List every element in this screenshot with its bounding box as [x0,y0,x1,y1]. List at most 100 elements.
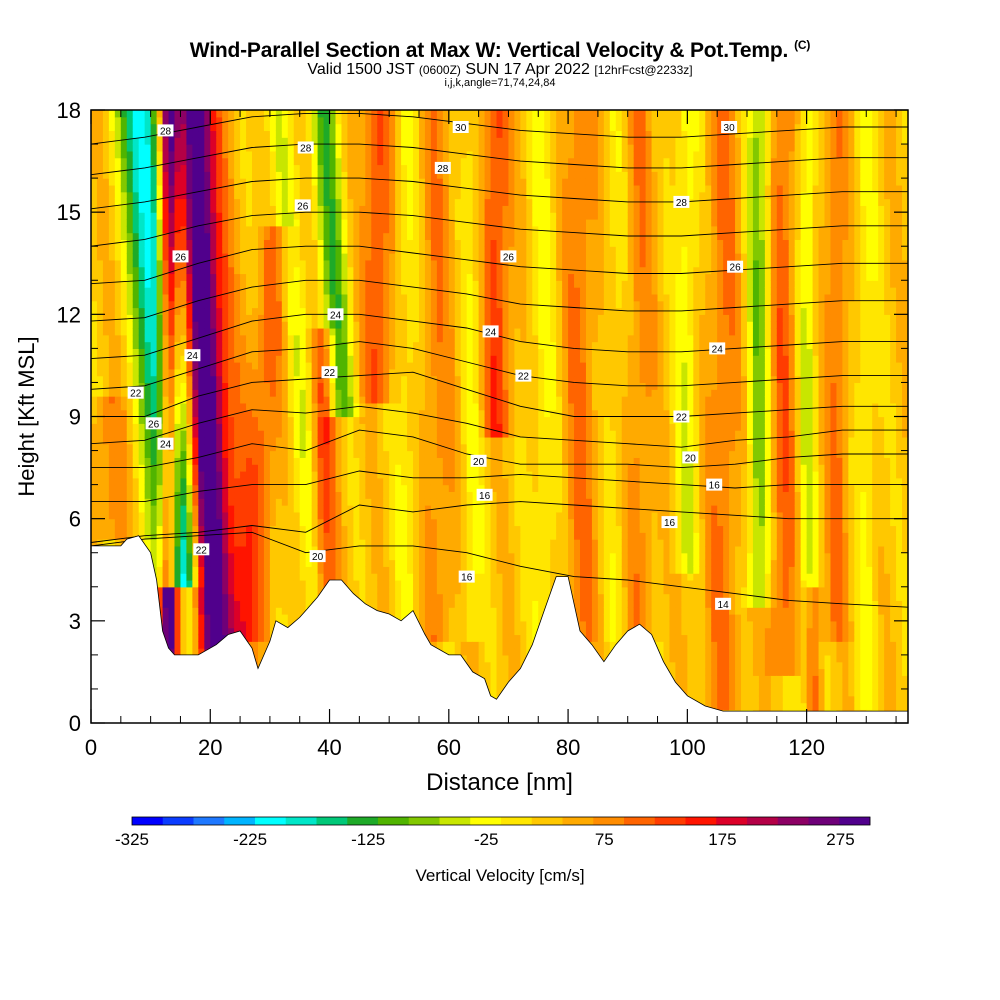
velocity-cell [257,171,265,179]
velocity-cell [365,416,372,424]
velocity-cell [144,382,152,390]
velocity-cell [401,184,408,193]
velocity-cell [192,450,199,458]
velocity-cell [120,355,128,363]
velocity-cell [371,266,378,275]
velocity-cell [186,239,193,247]
velocity-cell [335,552,343,561]
velocity-cell [234,171,241,179]
velocity-cell [174,423,182,431]
velocity-cell [293,498,301,506]
velocity-cell [383,259,390,268]
velocity-cell [120,259,128,268]
velocity-cell [144,327,152,336]
velocity-cell [281,559,289,567]
velocity-cell [341,253,349,261]
velocity-cell [389,321,396,329]
velocity-cell [246,130,253,138]
velocity-cell [287,402,295,411]
velocity-cell [138,130,146,138]
velocity-cell [240,470,247,479]
velocity-cell [150,430,158,438]
velocity-cell [108,396,116,404]
velocity-cell [204,232,211,241]
velocity-cell [192,593,199,601]
velocity-cell [108,110,116,118]
velocity-cell [305,218,313,227]
velocity-cell [281,552,289,561]
velocity-cell [335,246,343,254]
velocity-cell [204,246,211,254]
velocity-cell [240,484,247,493]
velocity-cell [144,178,152,186]
velocity-cell [222,600,229,608]
velocity-cell [162,212,170,220]
velocity-cell [353,457,360,465]
velocity-cell [329,430,337,438]
velocity-cell [275,505,283,513]
velocity-cell [91,184,98,193]
velocity-cell [168,593,176,601]
velocity-cell [186,566,193,574]
velocity-cell [228,348,235,356]
velocity-cell [263,341,271,349]
velocity-cell [108,246,116,254]
velocity-cell [377,382,384,390]
velocity-cell [180,402,188,411]
velocity-cell [180,157,188,166]
velocity-cell [299,464,307,472]
velocity-cell [347,505,354,513]
velocity-cell [144,184,152,193]
velocity-cell [329,178,337,186]
velocity-cell [198,184,205,193]
velocity-cell [347,116,354,125]
velocity-cell [335,178,343,186]
velocity-cell [335,293,343,302]
velocity-cell [359,396,366,404]
velocity-cell [91,470,98,479]
velocity-cell [246,423,253,431]
velocity-cell [198,137,205,145]
velocity-cell [269,593,277,601]
velocity-cell [347,477,354,486]
velocity-cell [216,416,223,424]
velocity-cell [240,191,247,200]
velocity-cell [311,253,319,261]
velocity-cell [186,457,193,465]
velocity-cell [210,436,217,445]
velocity-cell [293,123,301,132]
velocity-cell [418,579,426,588]
velocity-cell [222,620,229,629]
velocity-cell [222,491,229,499]
velocity-cell [228,436,235,445]
velocity-cell [341,300,349,309]
velocity-cell [335,171,343,179]
velocity-cell [108,491,116,499]
velocity-cell [377,355,384,363]
velocity-cell [311,157,319,166]
velocity-cell [156,552,164,561]
velocity-cell [407,205,414,213]
velocity-cell [401,287,408,295]
velocity-cell [216,348,223,356]
velocity-cell [156,239,164,247]
velocity-cell [407,300,414,309]
velocity-cell [323,321,331,329]
velocity-cell [234,579,241,588]
velocity-cell [240,450,247,458]
velocity-cell [186,436,193,445]
velocity-cell [413,246,420,254]
velocity-cell [192,525,199,533]
velocity-cell [252,436,259,445]
velocity-cell [126,164,134,172]
velocity-cell [162,457,170,465]
velocity-cell [353,539,360,547]
velocity-cell [275,259,283,268]
velocity-cell [257,314,265,322]
velocity-cell [311,130,319,138]
velocity-cell [180,327,188,336]
velocity-cell [281,198,289,206]
velocity-cell [293,355,301,363]
velocity-cell [240,375,247,384]
velocity-cell [269,409,277,418]
